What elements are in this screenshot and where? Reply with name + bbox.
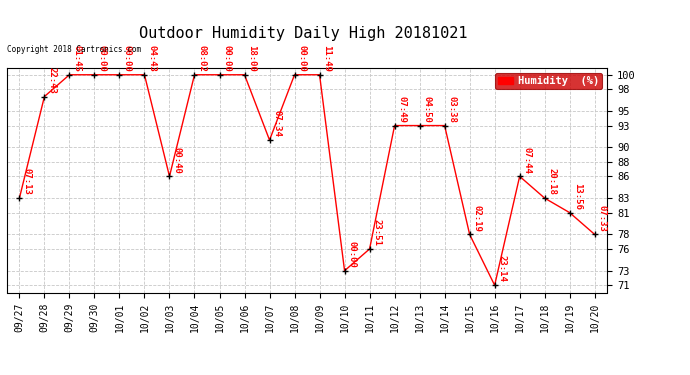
Text: 23:14: 23:14 [497,255,506,282]
Text: 00:40: 00:40 [172,147,181,174]
Text: 07:34: 07:34 [273,110,282,137]
Text: 01:45: 01:45 [72,45,81,72]
Text: 00:00: 00:00 [348,241,357,268]
Text: 04:43: 04:43 [148,45,157,72]
Text: 22:43: 22:43 [48,67,57,94]
Text: 20:18: 20:18 [548,168,557,195]
Text: 07:13: 07:13 [22,168,32,195]
Text: 07:33: 07:33 [598,205,607,231]
Text: 08:02: 08:02 [197,45,206,72]
Text: 02:19: 02:19 [473,205,482,231]
Text: 07:49: 07:49 [397,96,406,123]
Text: 23:51: 23:51 [373,219,382,246]
Legend: Humidity  (%): Humidity (%) [495,73,602,89]
Text: Copyright 2018 Cartronics.com: Copyright 2018 Cartronics.com [7,45,141,54]
Text: 00:00: 00:00 [97,45,106,72]
Text: 11:49: 11:49 [322,45,332,72]
Text: 07:44: 07:44 [522,147,532,174]
Text: 00:00: 00:00 [122,45,132,72]
Text: Outdoor Humidity Daily High 20181021: Outdoor Humidity Daily High 20181021 [139,26,468,41]
Text: 18:00: 18:00 [248,45,257,72]
Text: 03:38: 03:38 [448,96,457,123]
Text: 13:56: 13:56 [573,183,582,210]
Text: 00:00: 00:00 [222,45,232,72]
Text: 00:00: 00:00 [297,45,306,72]
Text: 04:50: 04:50 [422,96,432,123]
